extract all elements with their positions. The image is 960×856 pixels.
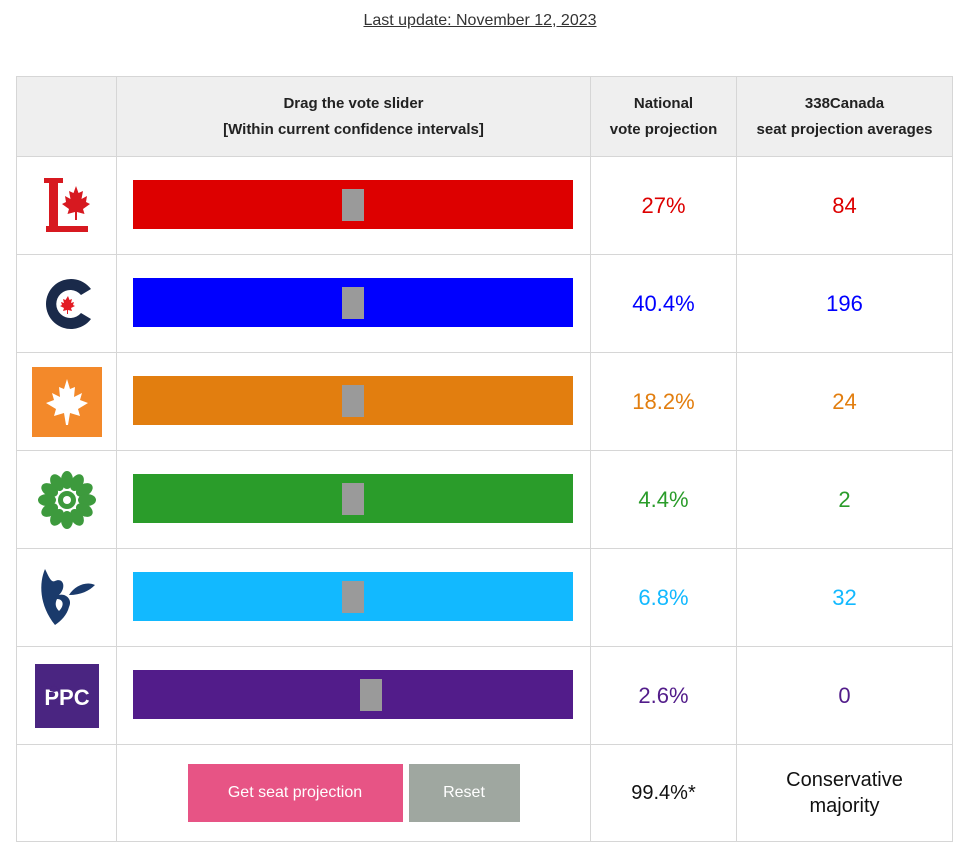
conservative-vote-slider[interactable] [133,278,573,327]
header-vote-line2: vote projection [591,117,736,143]
footer-row: Get seat projection Reset 99.4%* Conserva… [17,745,953,842]
ndp-logo-cell [17,353,117,451]
header-slider: Drag the vote slider [Within current con… [117,77,591,157]
header-slider-subtitle: [Within current confidence intervals] [117,117,590,143]
bloc-logo [35,563,99,633]
party-row-green: 4.4% 2 [17,451,953,549]
ndp-seat-projection: 24 [737,353,953,451]
slider-thumb[interactable] [342,483,364,515]
ppc-seat-projection: 0 [737,647,953,745]
bloc-vote-projection: 6.8% [591,549,737,647]
seat-projection-table: Drag the vote slider [Within current con… [16,76,953,842]
party-row-ppc: PPC 2.6% 0 [17,647,953,745]
ndp-logo [32,367,102,437]
green-logo-cell [17,451,117,549]
liberal-logo-cell [17,157,117,255]
conservative-logo-cell [17,255,117,353]
liberal-logo [42,174,92,238]
bloc-vote-slider[interactable] [133,572,573,621]
last-update-text[interactable]: Last update: November 12, 2023 [0,12,960,30]
green-vote-projection: 4.4% [591,451,737,549]
slider-thumb[interactable] [342,385,364,417]
party-row-liberal: 27% 84 [17,157,953,255]
ppc-slider-cell [117,647,591,745]
party-row-conservative: 40.4% 196 [17,255,953,353]
slider-thumb[interactable] [342,581,364,613]
liberal-seat-projection: 84 [737,157,953,255]
projected-outcome: Conservative majority [737,745,953,842]
liberal-vote-projection: 27% [591,157,737,255]
bloc-slider-cell [117,549,591,647]
vote-total: 99.4%* [591,745,737,842]
ppc-vote-projection: 2.6% [591,647,737,745]
liberal-vote-slider[interactable] [133,180,573,229]
header-logo-cell [17,77,117,157]
ppc-vote-slider[interactable] [133,670,573,719]
get-seat-projection-button[interactable]: Get seat projection [188,764,403,822]
party-row-ndp: 18.2% 24 [17,353,953,451]
green-vote-slider[interactable] [133,474,573,523]
header-vote-line1: National [591,91,736,117]
liberal-slider-cell [117,157,591,255]
footer-empty-cell [17,745,117,842]
reset-button[interactable]: Reset [409,764,520,822]
bloc-logo-cell [17,549,117,647]
slider-thumb[interactable] [342,189,364,221]
conservative-vote-projection: 40.4% [591,255,737,353]
bloc-seat-projection: 32 [737,549,953,647]
ppc-logo: PPC [35,664,99,728]
conservative-slider-cell [117,255,591,353]
conservative-seat-projection: 196 [737,255,953,353]
header-vote: National vote projection [591,77,737,157]
green-slider-cell [117,451,591,549]
header-slider-title: Drag the vote slider [117,91,590,117]
green-seat-projection: 2 [737,451,953,549]
header-seats: 338Canada seat projection averages [737,77,953,157]
svg-text:PPC: PPC [44,685,89,710]
conservative-logo [37,273,97,335]
party-row-bloc: 6.8% 32 [17,549,953,647]
header-seats-line2: seat projection averages [737,117,952,143]
ndp-slider-cell [117,353,591,451]
header-seats-line1: 338Canada [737,91,952,117]
ndp-vote-slider[interactable] [133,376,573,425]
slider-thumb[interactable] [360,679,382,711]
footer-buttons: Get seat projection Reset [117,745,591,842]
outcome-line2: majority [737,793,952,819]
slider-thumb[interactable] [342,287,364,319]
green-logo [35,468,99,532]
outcome-line1: Conservative [737,767,952,793]
ppc-logo-cell: PPC [17,647,117,745]
ndp-vote-projection: 18.2% [591,353,737,451]
